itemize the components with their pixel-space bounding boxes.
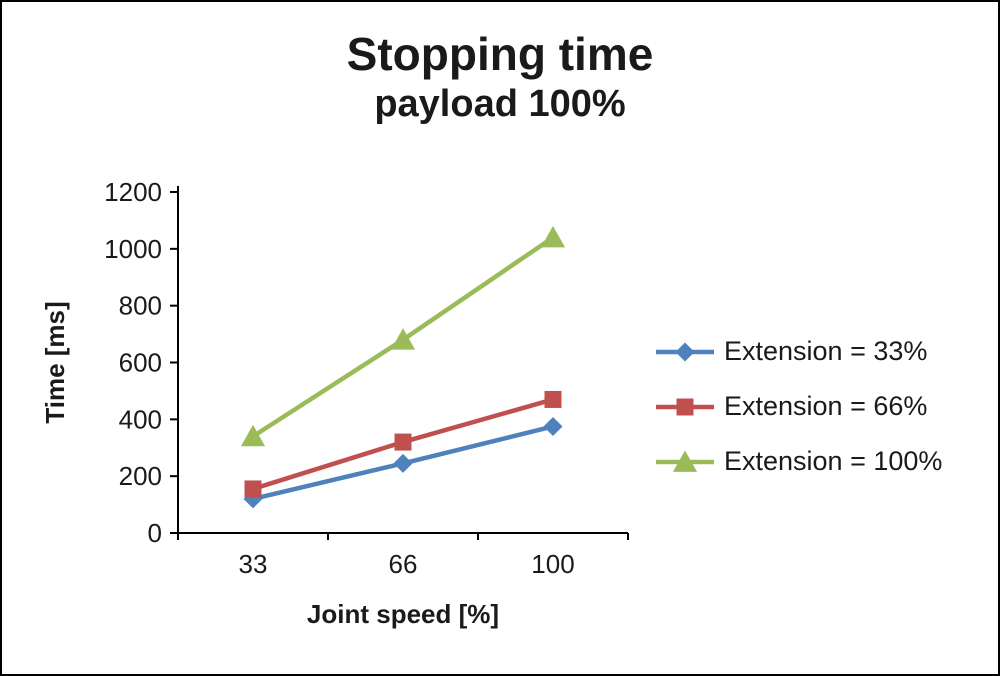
data-point-marker (394, 433, 412, 451)
x-axis-tick-label: 66 (389, 549, 418, 579)
data-point-marker (544, 390, 562, 408)
data-point-marker (540, 225, 566, 248)
x-axis-tick-label: 33 (239, 549, 268, 579)
legend-marker-sample (656, 398, 714, 415)
data-point-marker (543, 416, 563, 436)
chart-legend: Extension = 33% Extension = 66% Extension … (654, 336, 942, 477)
series-diamond (243, 416, 563, 509)
legend-item: Extension = 66% (654, 391, 942, 422)
data-point-marker (390, 328, 416, 350)
legend-item: Extension = 33% (654, 336, 942, 367)
legend-marker (676, 398, 694, 415)
y-axis-tick-label: 1000 (104, 234, 162, 264)
y-axis-tick-label: 1200 (104, 177, 162, 207)
y-axis-tick-label: 400 (119, 404, 162, 434)
legend-item: Extension = 100% (654, 446, 942, 477)
legend-label: Extension = 66% (724, 391, 928, 421)
legend-marker (675, 342, 695, 361)
y-axis-tick-label: 600 (119, 348, 162, 378)
y-axis-title: Time [ms] (40, 301, 70, 423)
legend-marker (672, 449, 698, 472)
data-point-marker (393, 453, 413, 473)
y-axis-tick-label: 800 (119, 291, 162, 321)
legend-marker-sample (656, 449, 714, 472)
x-axis-tick-label: 100 (531, 549, 574, 579)
legend-marker-sample (656, 342, 714, 361)
legend-label: Extension = 33% (724, 336, 928, 366)
y-axis-tick-label: 200 (119, 461, 162, 491)
data-point-marker (244, 480, 262, 498)
series-triangle (240, 225, 566, 447)
data-point-marker (240, 424, 266, 447)
series-square (244, 390, 562, 498)
x-axis-title: Joint speed [%] (307, 599, 499, 629)
legend-label: Extension = 100% (724, 446, 943, 476)
y-axis-tick-label: 0 (148, 518, 162, 548)
